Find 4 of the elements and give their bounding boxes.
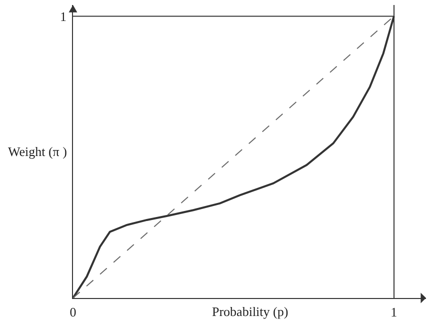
text: 1 (60, 9, 66, 24)
x-axis-title: Probability (p) (212, 304, 288, 319)
x-tick-label: 0 (70, 304, 76, 320)
y-axis-title: Weight (π ) (8, 144, 67, 159)
